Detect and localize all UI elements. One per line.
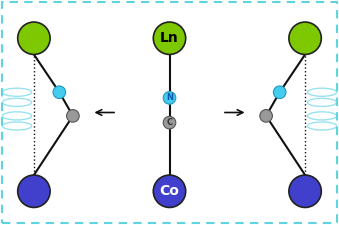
Circle shape bbox=[153, 22, 186, 54]
Circle shape bbox=[66, 110, 79, 122]
Circle shape bbox=[260, 110, 273, 122]
Circle shape bbox=[289, 22, 321, 54]
Circle shape bbox=[289, 175, 321, 207]
Circle shape bbox=[153, 175, 186, 207]
Circle shape bbox=[18, 22, 50, 54]
Text: C: C bbox=[166, 118, 173, 127]
Text: N: N bbox=[166, 93, 173, 102]
Circle shape bbox=[163, 116, 176, 129]
Circle shape bbox=[53, 86, 66, 99]
Circle shape bbox=[163, 92, 176, 104]
Text: Co: Co bbox=[160, 184, 179, 198]
Circle shape bbox=[273, 86, 286, 99]
Text: Ln: Ln bbox=[160, 31, 179, 45]
Circle shape bbox=[18, 175, 50, 207]
